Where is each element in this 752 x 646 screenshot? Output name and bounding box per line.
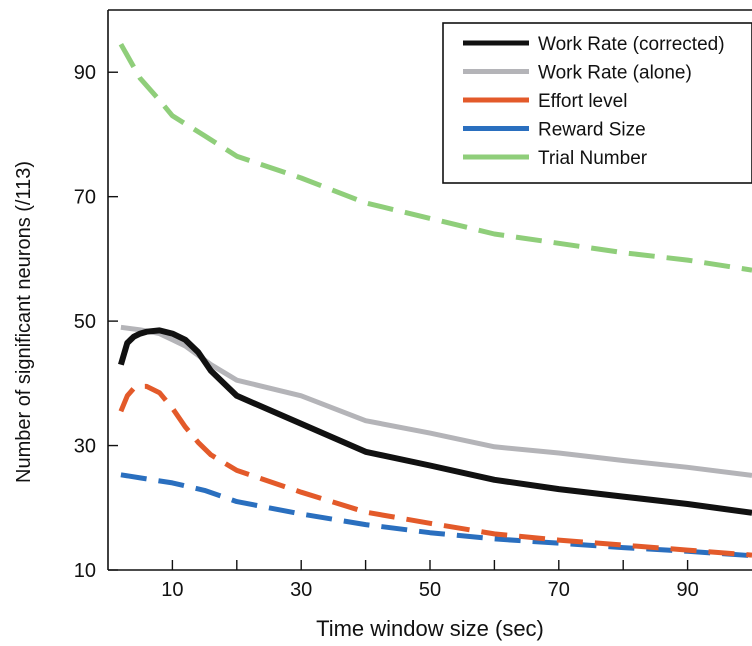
legend-label: Effort level (538, 91, 627, 112)
x-tick-label: 50 (419, 579, 441, 601)
x-tick-label: 90 (676, 579, 698, 601)
legend-label: Work Rate (corrected) (538, 34, 725, 55)
legend-label: Trial Number (538, 148, 648, 169)
series-line-work-rate-corrected (118, 327, 752, 516)
y-tick-label: 30 (74, 436, 96, 458)
series-line-effort-level (118, 383, 752, 558)
series-layer (118, 42, 752, 559)
y-tick-label: 50 (74, 311, 96, 333)
series-line-reward-size (120, 472, 752, 559)
legend-label: Work Rate (alone) (538, 63, 692, 84)
legend-label: Reward Size (538, 120, 646, 141)
x-axis-label: Time window size (sec) (316, 616, 544, 641)
series-line-work-rate-alone (120, 324, 752, 478)
series-line-trial-number (118, 42, 752, 273)
x-tick-label: 70 (548, 579, 570, 601)
x-tick-label: 30 (290, 579, 312, 601)
y-tick-label: 90 (74, 62, 96, 84)
x-tick-label: 10 (161, 579, 183, 601)
axes: 10 30 50 70 90 10 30 50 70 90 (74, 9, 752, 601)
y-tick-label: 70 (74, 187, 96, 209)
y-tick-label: 10 (74, 560, 96, 582)
y-axis-label: Number of significant neurons (/113) (13, 161, 35, 483)
legend: Work Rate (corrected) Work Rate (alone) Ef… (442, 22, 752, 184)
